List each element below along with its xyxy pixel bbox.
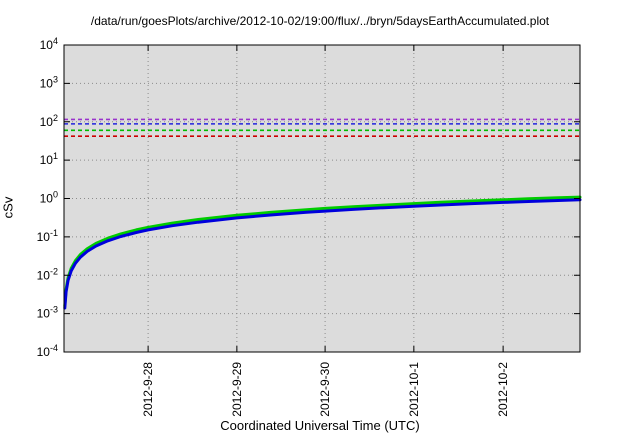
accumulated-dose-blue — [63, 198, 582, 310]
y-tick-label: 104 — [40, 36, 58, 52]
x-tick-label: 2012-9-30 — [318, 362, 332, 417]
x-tick-label: 2012-10-2 — [496, 362, 510, 417]
y-tick-label: 10-1 — [37, 228, 58, 244]
y-tick-label: 102 — [40, 113, 58, 129]
accumulated-dose-green — [63, 195, 582, 308]
chart-title: /data/run/goesPlots/archive/2012-10-02/1… — [90, 14, 550, 28]
plot-area — [64, 45, 580, 352]
x-tick-label: 2012-10-1 — [407, 362, 421, 417]
y-tick-label: 10-2 — [37, 266, 58, 282]
y-tick-label: 10-3 — [37, 305, 58, 321]
axes: 104 103 102 101 100 10-1 10-2 10-3 10-4 2012-9-28… — [37, 36, 580, 417]
y-tick-label: 10-4 — [37, 343, 58, 359]
y-tick-label: 103 — [40, 74, 58, 90]
threshold-lines — [64, 118, 580, 138]
x-tick-label: 2012-9-28 — [141, 362, 155, 417]
x-axis-label: Coordinated Universal Time (UTC) — [220, 418, 420, 433]
x-tick-label: 2012-9-29 — [230, 362, 244, 417]
y-tick-label: 100 — [40, 190, 58, 206]
y-tick-label: 101 — [40, 151, 58, 167]
